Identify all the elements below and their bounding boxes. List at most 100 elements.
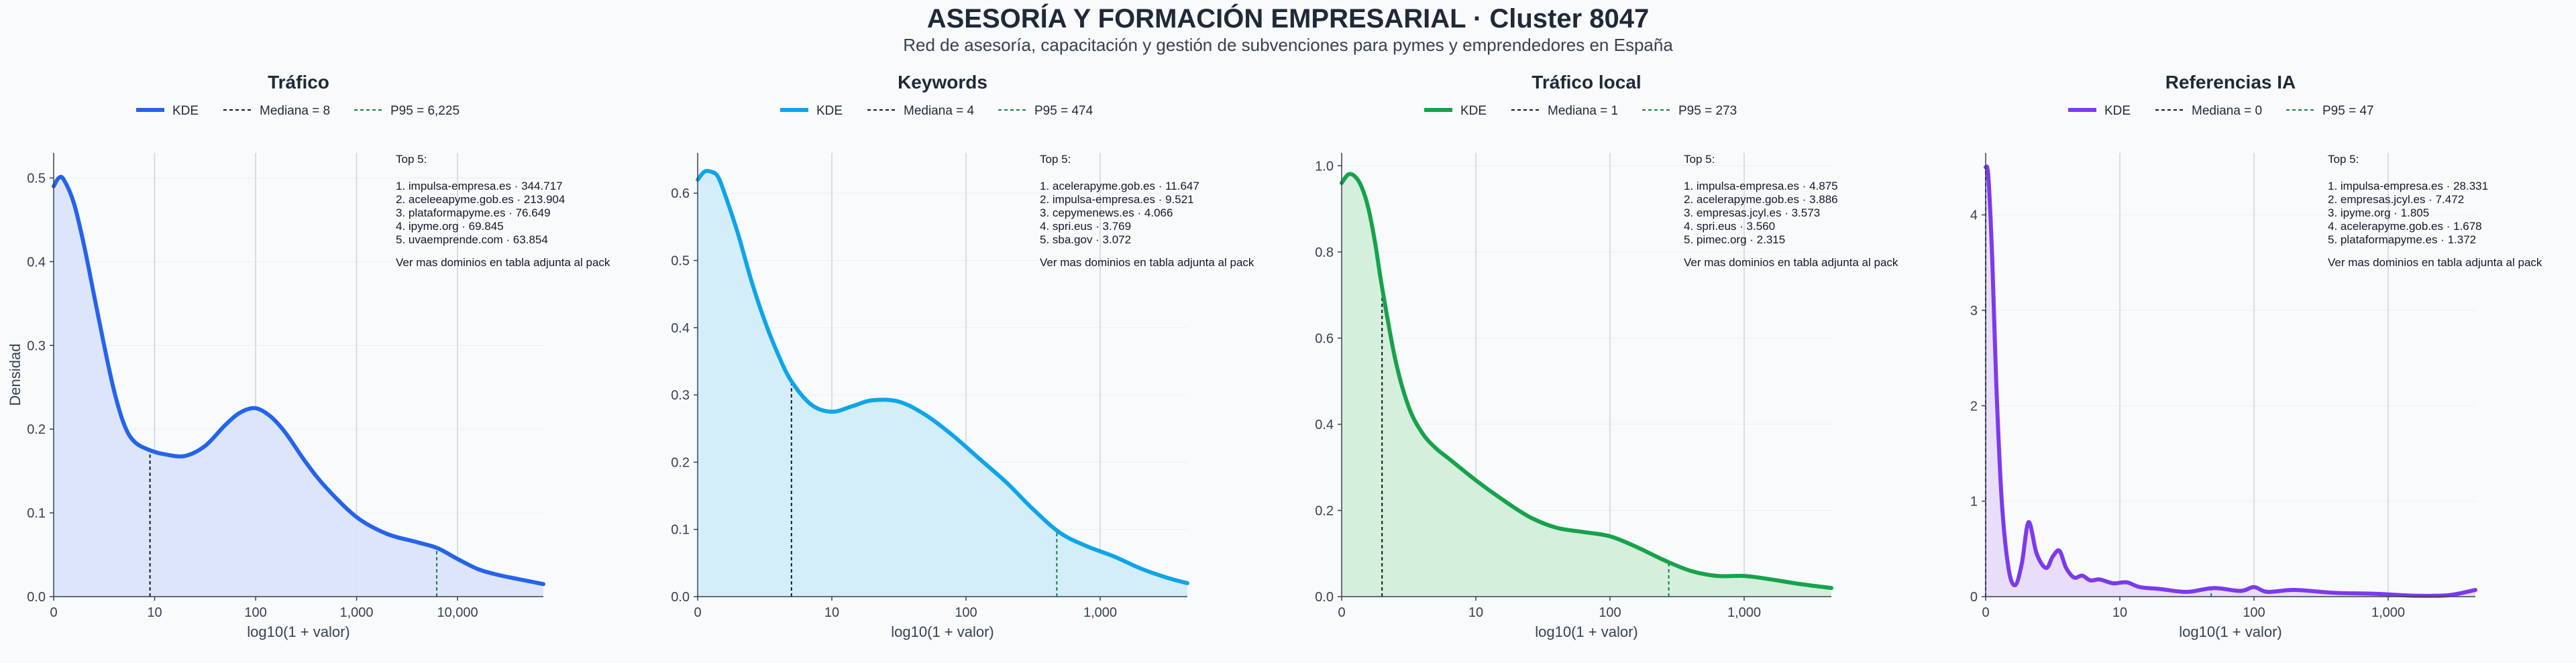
y-tick-label: 0.0: [671, 590, 690, 605]
x-tick-label: 10: [147, 605, 162, 620]
top5-item: 4. acelerapyme.gob.es · 1.678: [2328, 220, 2482, 233]
x-tick-label: 100: [2243, 605, 2265, 620]
top5-header: Top 5:: [396, 153, 427, 166]
chart-panel-keywords: Keywords KDE Mediana = 4 P95 = 474 0.0 0.1 0.2…: [644, 67, 1288, 663]
top5-item: 1. impulsa-empresa.es · 4.875: [1684, 180, 1838, 192]
top5-more-note: Ver mas dominios en tabla adjunta al pac…: [1040, 256, 1254, 269]
chart-referencias-ia: Referencias IA KDE Mediana = 0 P95 = 47 0 1 2 3…: [1970, 72, 2542, 640]
kde-line: [52, 174, 545, 587]
figure-subtitle: Red de asesoría, capacitación y gestión …: [903, 35, 1673, 55]
y-tick-label: 0.2: [671, 455, 690, 470]
legend-kde-label: KDE: [172, 104, 199, 118]
chart-title: Tráfico local: [1532, 72, 1641, 93]
x-tick-label: 0: [1982, 605, 1989, 620]
y-tick-label: 0.1: [671, 523, 690, 538]
y-tick-label: 1: [1970, 495, 1978, 509]
y-tick-label: 0.6: [671, 186, 690, 201]
y-tick-label: 0.2: [1315, 503, 1334, 518]
chart-keywords: Keywords KDE Mediana = 4 P95 = 474 0.0 0.1 0.2…: [671, 72, 1254, 640]
top5-item: 2. acelerapyme.gob.es · 3.886: [1684, 193, 1838, 206]
chart-panel-trafico-local: Tráfico local KDE Mediana = 1 P95 = 273 0.0 0…: [1288, 67, 1932, 663]
x-tick-label: 1,000: [2371, 605, 2405, 620]
legend-median-label: Mediana = 8: [260, 104, 330, 118]
chart-panel-referencias-ia: Referencias IA KDE Mediana = 0 P95 = 47 0 1 2 3…: [1932, 67, 2576, 663]
y-axis-label: Densidad: [7, 344, 23, 406]
kde-line: [1340, 172, 1833, 591]
top5-item: 5. sba.gov · 3.072: [1040, 233, 1131, 246]
x-axis-label: log10(1 + valor): [247, 623, 350, 640]
kde-area: [698, 170, 1187, 597]
top5-item: 1. impulsa-empresa.es · 344.717: [396, 180, 563, 192]
x-tick-label: 10: [2112, 605, 2127, 620]
chart-title: Referencias IA: [2165, 72, 2296, 93]
top5-more-note: Ver mas dominios en tabla adjunta al pac…: [2328, 256, 2542, 269]
top5-item: 3. plataformapyme.es · 76.649: [396, 206, 551, 219]
x-tick-label: 100: [955, 605, 977, 620]
y-tick-label: 0.4: [671, 321, 690, 336]
top5-item: 2. impulsa-empresa.es · 9.521: [1040, 193, 1194, 206]
chart-title: Keywords: [898, 72, 987, 93]
x-tick-label: 100: [244, 605, 266, 620]
kde-area: [1342, 174, 1831, 597]
y-tick-label: 4: [1970, 208, 1978, 223]
x-tick-label: 1,000: [1727, 605, 1761, 620]
chart-trafico-local: Tráfico local KDE Mediana = 1 P95 = 273 0.0 0…: [1315, 72, 1898, 640]
chart-trafico: Tráfico KDE Mediana = 8 P95 = 6,225 0.0 0.1 0.…: [7, 72, 610, 640]
top5-item: 3. empresas.jcyl.es · 3.573: [1684, 206, 1820, 219]
kde-line: [696, 168, 1189, 585]
legend-p95-label: P95 = 474: [1034, 104, 1093, 118]
kde-area: [54, 176, 543, 597]
top5-item: 5. uvaemprende.com · 63.854: [396, 233, 548, 246]
top5-more-note: Ver mas dominios en tabla adjunta al pac…: [396, 256, 610, 269]
x-tick-label: 1,000: [340, 605, 374, 620]
top5-header: Top 5:: [1040, 153, 1071, 166]
y-tick-label: 0.4: [27, 255, 46, 269]
x-tick-label: 1,000: [1083, 605, 1117, 620]
y-tick-label: 0.4: [1315, 418, 1334, 432]
legend-kde-label: KDE: [2104, 104, 2131, 118]
x-axis-label: log10(1 + valor): [891, 623, 994, 640]
x-tick-label: 10,000: [437, 605, 478, 620]
y-tick-label: 1.0: [1315, 159, 1334, 174]
x-tick-label: 100: [1599, 605, 1621, 620]
legend-p95-label: P95 = 273: [1678, 104, 1737, 118]
top5-item: 5. pimec.org · 2.315: [1684, 233, 1785, 246]
top5-item: 2. empresas.jcyl.es · 7.472: [2328, 193, 2464, 206]
legend-p95-label: P95 = 6,225: [390, 104, 460, 118]
y-tick-label: 0.8: [1315, 245, 1334, 260]
top5-item: 1. acelerapyme.gob.es · 11.647: [1040, 180, 1199, 192]
top5-item: 4. ipyme.org · 69.845: [396, 220, 504, 233]
y-tick-label: 0: [1970, 590, 1978, 605]
top5-header: Top 5:: [2328, 153, 2359, 166]
x-tick-label: 0: [1338, 605, 1345, 620]
legend-median-label: Mediana = 0: [2192, 104, 2262, 118]
y-tick-label: 0.5: [671, 253, 690, 268]
y-tick-label: 0.5: [27, 171, 46, 186]
x-tick-label: 0: [50, 605, 57, 620]
y-tick-label: 0.3: [671, 388, 690, 403]
kde-line: [1984, 164, 2477, 598]
x-axis-label: log10(1 + valor): [1535, 623, 1638, 640]
chart-title: Tráfico: [268, 72, 329, 93]
top5-item: 2. aceleeapyme.gob.es · 213.904: [396, 193, 565, 206]
top5-item: 4. spri.eus · 3.560: [1684, 220, 1775, 233]
y-tick-label: 0.1: [27, 506, 46, 521]
top5-item: 4. spri.eus · 3.769: [1040, 220, 1131, 233]
y-tick-label: 0.6: [1315, 331, 1334, 346]
top5-header: Top 5:: [1684, 153, 1715, 166]
top5-item: 5. plataformapyme.es · 1.372: [2328, 233, 2476, 246]
y-tick-label: 0.3: [27, 339, 46, 353]
top5-item: 3. cepymenews.es · 4.066: [1040, 206, 1173, 219]
legend-p95-label: P95 = 47: [2322, 104, 2374, 118]
legend-median-label: Mediana = 4: [904, 104, 975, 118]
top5-item: 3. ipyme.org · 1.805: [2328, 206, 2429, 219]
legend-kde-label: KDE: [1460, 104, 1487, 118]
legend-median-label: Mediana = 1: [1548, 104, 1618, 118]
y-tick-label: 0.0: [1315, 590, 1334, 605]
y-tick-label: 2: [1970, 399, 1978, 414]
x-axis-label: log10(1 + valor): [2179, 623, 2282, 640]
top5-more-note: Ver mas dominios en tabla adjunta al pac…: [1684, 256, 1898, 269]
top5-item: 1. impulsa-empresa.es · 28.331: [2328, 180, 2488, 192]
x-tick-label: 10: [824, 605, 839, 620]
y-tick-label: 0.2: [27, 422, 46, 437]
